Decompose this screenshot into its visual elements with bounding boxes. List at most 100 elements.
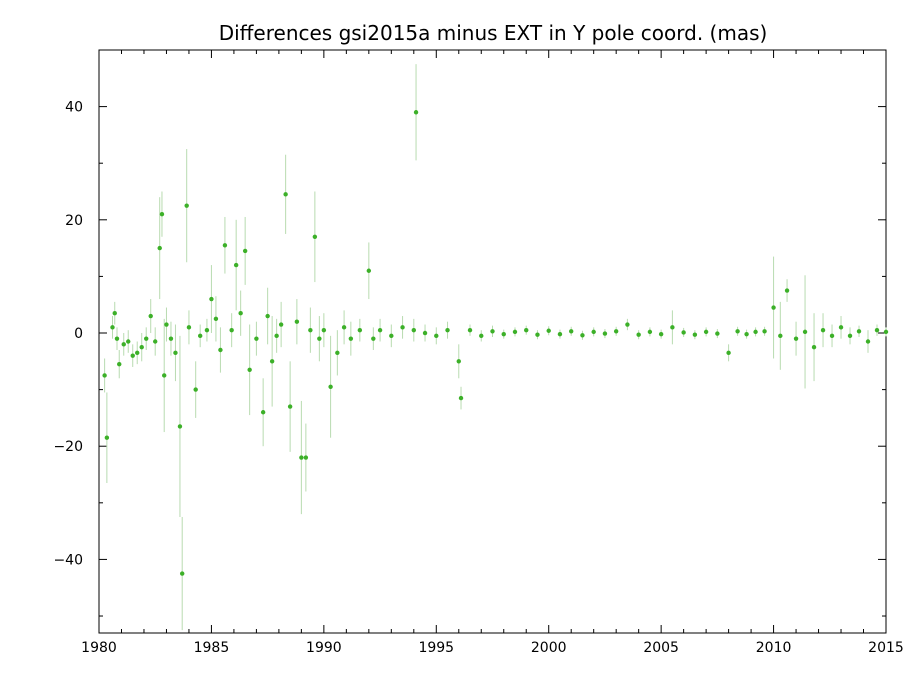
data-point <box>546 328 551 333</box>
data-point <box>229 327 234 333</box>
x-tick-label: 1980 <box>81 640 117 656</box>
data-point <box>303 455 309 460</box>
data-point <box>602 331 608 336</box>
data-point <box>400 325 405 330</box>
data-point <box>753 329 758 335</box>
data-point <box>328 384 333 389</box>
data-point <box>218 347 223 353</box>
x-tick-label: 1995 <box>418 640 454 656</box>
data-point <box>197 333 203 339</box>
data-point <box>569 329 574 334</box>
data-point <box>389 333 394 339</box>
data-point <box>168 336 174 341</box>
data-point <box>458 395 464 401</box>
data-point <box>366 268 372 273</box>
data-point <box>144 336 149 341</box>
chart-title: Differences gsi2015a minus EXT in Y pole… <box>219 21 768 45</box>
data-point <box>126 339 131 344</box>
y-tick-label: 0 <box>74 326 83 342</box>
data-point <box>213 316 219 322</box>
data-point <box>335 350 340 356</box>
y-tick-label: 40 <box>65 100 83 116</box>
data-point <box>287 404 293 409</box>
data-point <box>184 203 189 208</box>
data-point <box>726 350 731 356</box>
data-point <box>856 329 862 334</box>
data-point <box>658 331 664 337</box>
x-tick-label: 2005 <box>643 640 679 656</box>
data-point <box>445 327 450 333</box>
data-point <box>591 329 596 335</box>
data-point <box>422 330 428 336</box>
data-point <box>829 333 835 339</box>
data-point <box>762 329 767 334</box>
data-point <box>157 245 162 251</box>
data-point <box>260 410 266 415</box>
data-point <box>148 313 153 319</box>
data-point <box>110 325 115 330</box>
data-point <box>847 333 853 339</box>
x-tick-label: 2010 <box>756 640 792 656</box>
data-point <box>357 327 363 333</box>
x-tick-label: 1990 <box>306 640 342 656</box>
data-point <box>274 333 279 339</box>
data-point <box>117 361 122 367</box>
data-point <box>242 248 248 254</box>
data-point <box>874 327 880 333</box>
x-axis-tick-labels: 1980 1985 1990 1995 2000 2005 2010 2015 <box>81 640 904 656</box>
data-point <box>112 310 117 316</box>
data-points <box>102 110 889 576</box>
data-point <box>377 327 383 333</box>
data-point <box>580 333 585 338</box>
data-point <box>501 331 506 337</box>
plot-frame <box>98 49 887 634</box>
data-point <box>177 424 183 429</box>
data-point <box>114 336 120 341</box>
y-tick-label: −20 <box>53 439 83 455</box>
data-point <box>811 344 817 350</box>
data-point <box>735 329 740 334</box>
data-point <box>784 288 790 293</box>
y-axis-tick-labels: 40 20 0 −20 −40 <box>53 100 83 569</box>
data-point <box>179 571 185 576</box>
data-point <box>557 331 563 337</box>
data-point <box>193 387 198 392</box>
axis-ticks <box>98 50 887 633</box>
data-point <box>348 336 354 341</box>
data-point <box>413 110 419 115</box>
data-point <box>102 373 107 378</box>
data-point <box>269 359 275 364</box>
data-point <box>647 329 653 335</box>
data-point <box>204 327 210 333</box>
data-point <box>838 325 844 330</box>
data-point <box>883 329 889 335</box>
data-point <box>771 305 776 310</box>
data-point <box>164 322 169 327</box>
data-point <box>159 211 165 217</box>
data-point <box>321 327 327 333</box>
data-point <box>479 333 484 339</box>
y-tick-label: −40 <box>53 552 83 568</box>
data-point <box>371 336 376 341</box>
data-point <box>703 329 709 335</box>
data-point <box>820 327 826 333</box>
data-point <box>490 329 495 334</box>
data-point <box>308 327 313 333</box>
data-point <box>265 313 270 319</box>
data-point <box>238 310 243 316</box>
data-point <box>135 350 140 356</box>
x-tick-label: 2000 <box>531 640 567 656</box>
data-point <box>104 435 110 440</box>
data-point <box>512 329 518 335</box>
x-tick-label: 1985 <box>194 640 230 656</box>
data-point <box>778 333 783 339</box>
error-bars <box>104 64 887 631</box>
data-point <box>121 342 126 347</box>
data-point <box>692 332 698 337</box>
data-point <box>233 262 239 268</box>
data-point <box>681 330 686 335</box>
data-point <box>670 325 675 330</box>
data-point <box>636 332 641 337</box>
data-point <box>467 327 473 333</box>
